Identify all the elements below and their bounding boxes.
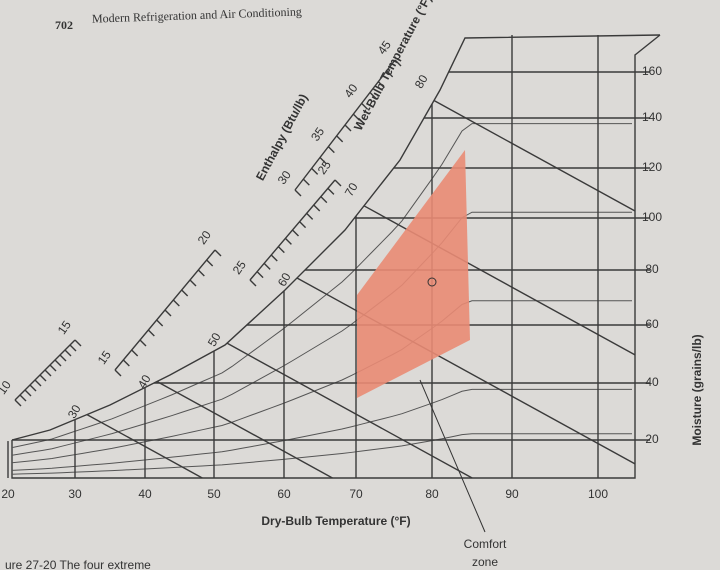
enthalpy-tick (59, 354, 67, 362)
enthalpy-tick (263, 262, 271, 270)
enthalpy-tick (294, 189, 302, 197)
y-tick-label: 140 (642, 110, 662, 124)
enthalpy-tick (306, 212, 314, 220)
rh-curve (11, 433, 632, 475)
enthalpy-tick (14, 399, 22, 407)
enthalpy-tick (277, 246, 285, 254)
enthalpy-tick (164, 309, 172, 317)
rh-curve (11, 388, 632, 471)
x-tick-label: 50 (207, 487, 221, 501)
wet-bulb-label: 80 (412, 72, 431, 91)
x-tick-label: 80 (425, 487, 439, 501)
x-tick-label: 90 (505, 487, 519, 501)
x-axis-title: Dry-Bulb Temperature (°F) (261, 514, 410, 528)
caption: ure 27-20 The four extreme (5, 558, 151, 570)
enthalpy-tick (69, 344, 77, 352)
enthalpy-tick (189, 279, 197, 287)
saturation-curve (11, 34, 661, 441)
y-tick-label: 120 (642, 160, 662, 174)
enthalpy-tick (270, 254, 278, 262)
y-tick-label: 40 (645, 375, 659, 389)
enthalpy-tick (147, 329, 155, 337)
enthalpy-tick (54, 359, 62, 367)
wet-bulb-label: 40 (135, 372, 154, 391)
enthalpy-tick (114, 369, 122, 377)
x-tick-label: 70 (349, 487, 363, 501)
enthalpy-tick (156, 319, 164, 327)
wet-bulb-label: 50 (205, 330, 224, 349)
enthalpy-tick (327, 146, 335, 154)
rh-curve (11, 211, 632, 456)
wet-bulb-label: 70 (342, 180, 361, 199)
enthalpy-tick (29, 384, 37, 392)
rh-curve (11, 123, 632, 449)
enthalpy-tick (327, 187, 335, 195)
enthalpy-tick (197, 269, 205, 277)
y-tick-label: 60 (645, 317, 659, 331)
enthalpy-tick (172, 299, 180, 307)
frame (11, 34, 661, 479)
x-tick-label: 100 (588, 487, 608, 501)
enthalpy-tick (320, 196, 328, 204)
enthalpy-tick (139, 339, 147, 347)
wet-bulb-label: 30 (65, 402, 84, 421)
y-tick-label: 20 (645, 432, 659, 446)
enthalpy-tick (344, 124, 352, 132)
enthalpy-tick (292, 229, 299, 237)
enthalpy-tick (214, 249, 222, 257)
enthalpy-tick (181, 289, 189, 297)
enthalpy-tick (74, 339, 82, 347)
annotation-arrow (419, 379, 486, 533)
comfort-zone (357, 150, 470, 398)
wet-bulb-line (156, 380, 333, 479)
enthalpy-tick (369, 92, 377, 99)
enthalpy-tick (336, 135, 344, 143)
wet-bulb-line (296, 277, 636, 465)
enthalpy-tick (206, 259, 214, 267)
enthalpy-tick (44, 369, 52, 377)
enthalpy-tick (302, 178, 310, 186)
enthalpy-tick (64, 349, 72, 357)
enthalpy-tick (256, 271, 264, 279)
wet-bulb-label: 60 (275, 270, 294, 289)
enthalpy-tick (131, 349, 139, 357)
enthalpy-tick (299, 221, 307, 229)
wet-bulb-line (226, 342, 473, 479)
enthalpy-tick (39, 374, 47, 382)
x-tick-label: 60 (277, 487, 291, 501)
annotation: zone (472, 555, 498, 569)
enthalpy-tick (19, 394, 27, 402)
wet-bulb-line (86, 413, 203, 479)
enthalpy-tick (334, 179, 342, 187)
enthalpy-tick (24, 389, 32, 397)
y-tick-label: 80 (645, 262, 659, 276)
page-number: 702 (55, 18, 73, 32)
x-tick-label: 40 (138, 487, 152, 501)
enthalpy-tick (49, 364, 57, 372)
y-tick-label: 160 (642, 64, 662, 78)
enthalpy-tick (319, 157, 327, 164)
enthalpy-tick (386, 70, 394, 78)
rh-curve (11, 300, 632, 464)
x-tick-label: 30 (68, 487, 82, 501)
enthalpy-tick (122, 359, 130, 367)
comfort-center (427, 277, 437, 287)
enthalpy-tick (352, 113, 360, 121)
x-tick-label: 20 (1, 487, 15, 501)
y-tick-label: 100 (642, 210, 662, 224)
enthalpy-tick (394, 59, 402, 67)
enthalpy-tick (34, 379, 42, 387)
enthalpy-tick (313, 204, 321, 212)
wet-bulb-line (433, 99, 636, 212)
annotation: Comfort (464, 537, 507, 551)
moisture-axis-title: Moisture (grains/lb) (690, 334, 704, 445)
enthalpy-tick (249, 279, 257, 287)
enthalpy-tick (377, 81, 385, 89)
enthalpy-tick (361, 102, 369, 110)
enthalpy-tick (284, 237, 292, 245)
enthalpy-tick (311, 167, 319, 175)
